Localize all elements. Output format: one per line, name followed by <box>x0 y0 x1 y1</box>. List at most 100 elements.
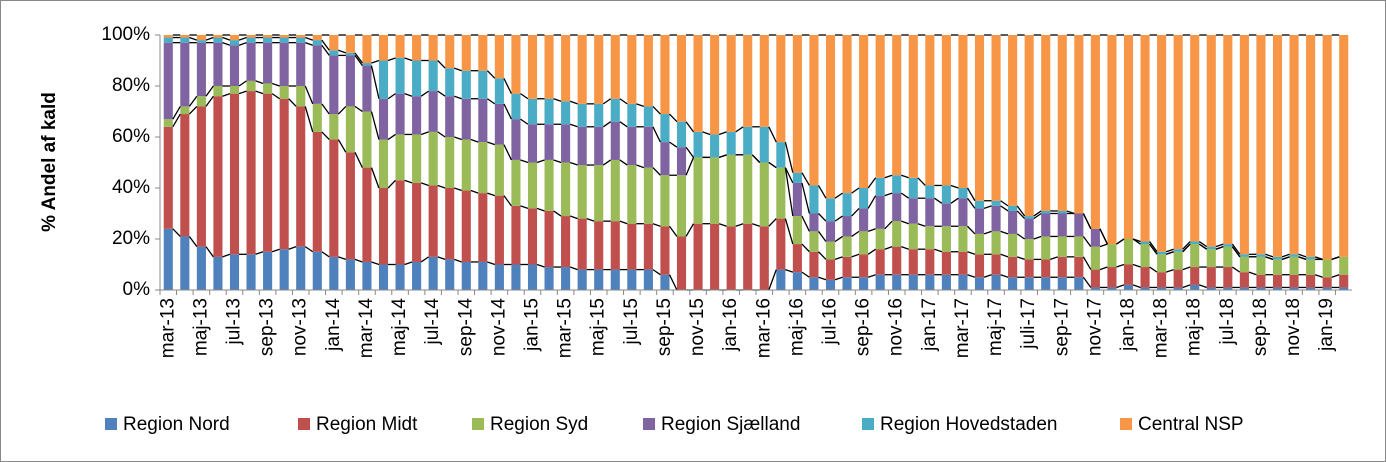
bar-segment <box>263 42 273 84</box>
series-line <box>636 164 645 169</box>
series-line <box>1198 243 1208 250</box>
bar-segment <box>1123 239 1134 265</box>
bar-segment <box>1008 256 1018 278</box>
series-line <box>238 80 247 87</box>
series-line <box>370 167 380 189</box>
x-tick-label: maj-13 <box>190 298 211 356</box>
bar-segment <box>908 223 918 250</box>
series-line <box>172 106 181 120</box>
bar-segment <box>577 269 587 290</box>
bar-segment <box>345 152 355 260</box>
series-line <box>271 82 280 87</box>
series-line <box>470 138 479 143</box>
series-line <box>983 274 992 278</box>
series-line <box>437 256 446 261</box>
bar-segment <box>561 35 571 102</box>
series-line <box>321 103 330 115</box>
bar-segment <box>577 126 587 166</box>
bar-segment <box>792 244 802 273</box>
bar-segment <box>859 277 869 290</box>
series-line <box>884 192 893 197</box>
bar-segment <box>610 121 620 160</box>
bar-segment <box>296 246 306 290</box>
series-line <box>305 42 313 46</box>
series-line <box>454 67 462 72</box>
series-line <box>785 268 794 273</box>
series-line <box>901 246 909 250</box>
series-line <box>801 215 810 232</box>
series-line <box>652 105 661 115</box>
bar-segment <box>246 80 256 92</box>
series-line <box>1066 210 1075 215</box>
series-line <box>801 243 810 253</box>
bar-segment <box>991 274 1001 290</box>
series-line <box>337 105 347 115</box>
x-tick-label: nov-16 <box>886 298 907 356</box>
bar-segment <box>362 65 372 112</box>
bar-segment <box>345 52 355 56</box>
bar-segment <box>1239 35 1249 255</box>
bar-segment <box>395 57 405 94</box>
series-line <box>602 159 612 166</box>
bar-segment <box>643 35 653 107</box>
series-line <box>867 248 876 255</box>
bar-segment <box>776 218 786 270</box>
bar-segment <box>1008 233 1018 257</box>
bar-segment <box>1140 244 1150 268</box>
series-line <box>1082 213 1092 230</box>
bar-segment <box>1123 284 1134 290</box>
bar-segment <box>229 40 240 46</box>
bar-segment <box>196 40 206 43</box>
bar-segment <box>710 35 720 135</box>
series-line <box>851 230 860 237</box>
series-line <box>354 105 363 113</box>
bar-segment <box>461 261 471 290</box>
legend-label: Region Nord <box>123 414 230 435</box>
series-line <box>288 246 297 250</box>
series-line <box>1082 276 1092 288</box>
series-line <box>437 131 446 138</box>
series-line <box>702 131 711 136</box>
bar-segment <box>776 142 786 168</box>
series-line <box>304 246 314 253</box>
bar-segment <box>544 159 554 211</box>
bar-segment <box>842 193 852 217</box>
bar-segment <box>776 167 786 219</box>
bar-segment <box>312 251 322 290</box>
y-tick-label: 80% <box>112 75 150 96</box>
bar-segment <box>544 98 554 125</box>
series-line <box>271 93 280 100</box>
series-line <box>966 187 976 202</box>
x-tick-label: maj-16 <box>786 298 807 356</box>
series-line <box>1000 274 1009 278</box>
bar-segment <box>809 213 819 232</box>
bar-segment <box>577 165 587 219</box>
bar-segment <box>1123 264 1134 285</box>
bar-segment <box>842 216 852 237</box>
series-line <box>437 60 446 69</box>
bar-segment <box>1256 287 1266 290</box>
series-line <box>1000 200 1009 207</box>
bar-segment <box>527 98 538 125</box>
bar-segment <box>1272 274 1283 288</box>
bar-segment <box>1107 35 1117 245</box>
x-tick-label: jan-16 <box>720 298 741 352</box>
bar-segment <box>1289 274 1299 288</box>
series-line <box>503 195 512 207</box>
series-line <box>619 121 628 128</box>
series-line <box>834 256 843 261</box>
legend-label: Region Syd <box>490 414 588 435</box>
bar-segment <box>643 126 653 168</box>
series-line <box>1165 268 1174 273</box>
bar-segment <box>213 86 223 97</box>
bar-segment <box>594 126 604 166</box>
series-line <box>520 118 529 125</box>
bar-segment <box>1256 254 1266 257</box>
bar-segment <box>627 165 637 224</box>
bar-segment <box>991 205 1001 232</box>
series-line <box>784 167 794 184</box>
series-line <box>834 192 843 199</box>
bar-segment <box>279 86 289 99</box>
series-line <box>1116 284 1125 289</box>
bar-segment <box>1256 274 1266 288</box>
